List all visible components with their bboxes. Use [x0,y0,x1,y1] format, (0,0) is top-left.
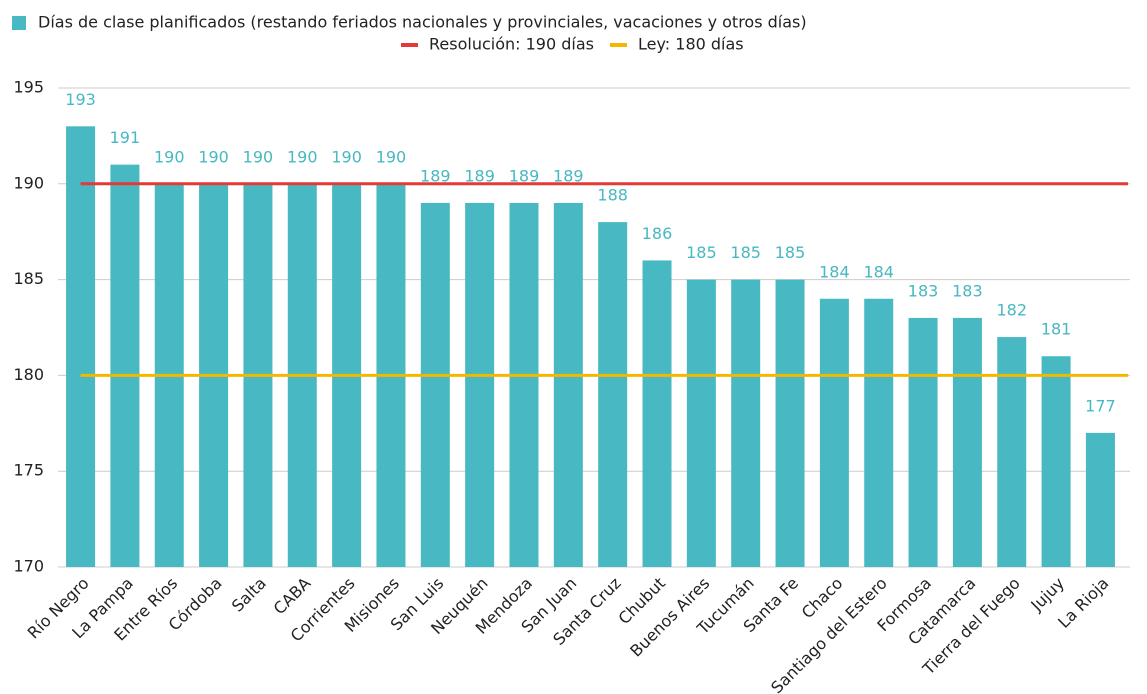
value-label: 181 [1041,320,1072,339]
value-label: 191 [110,128,141,147]
value-label: 188 [597,186,628,205]
value-label: 189 [464,166,495,185]
bar [110,164,140,567]
bar [864,298,894,567]
bar [509,202,539,567]
value-label: 190 [376,147,407,166]
y-tick-label: 180 [13,365,44,384]
value-label: 185 [775,243,806,262]
legend-label: Resolución: 190 días [429,35,594,54]
legend-label: Ley: 180 días [638,35,744,54]
y-tick-label: 195 [13,78,44,97]
value-label: 193 [65,90,96,109]
value-label: 190 [198,147,229,166]
value-label: 183 [952,281,983,300]
value-label: 185 [686,243,717,262]
x-tick-label: Salta [228,574,270,616]
value-label: 190 [154,147,185,166]
bar [642,260,672,567]
bar [1085,432,1115,567]
x-tick-label: Jujuy [1026,574,1068,616]
value-label: 190 [287,147,318,166]
bar [1041,356,1071,567]
value-label: 190 [331,147,362,166]
legend-swatch [401,43,418,47]
bar [553,202,583,567]
y-tick-label: 170 [13,557,44,576]
value-label: 182 [996,301,1027,320]
legend-swatch [12,16,26,30]
value-label: 186 [642,224,673,243]
bar [952,317,982,567]
value-label: 184 [863,262,894,281]
y-tick-label: 175 [13,461,44,480]
bar [465,202,495,567]
y-tick-label: 185 [13,269,44,288]
value-label: 190 [243,147,274,166]
bar [598,222,628,567]
value-label: 185 [730,243,761,262]
value-label: 177 [1085,396,1116,415]
y-tick-label: 190 [13,173,44,192]
value-label: 189 [553,166,584,185]
value-label: 189 [420,166,451,185]
legend-swatch [610,43,627,47]
legend-label: Días de clase planificados (restando fer… [38,13,807,32]
bar [819,298,849,567]
bar [997,337,1027,567]
value-label: 184 [819,262,850,281]
bar [775,279,805,567]
value-label: 183 [908,281,939,300]
bar [686,279,716,567]
bar [731,279,761,567]
bar [908,317,938,567]
bar [420,202,450,567]
bar [66,126,96,567]
value-label: 189 [509,166,540,185]
